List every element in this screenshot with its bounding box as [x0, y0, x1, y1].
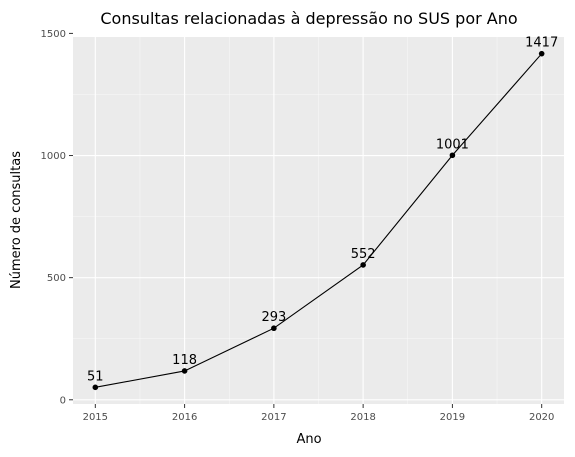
data-label: 1417: [525, 36, 558, 51]
data-labels: 51 118 293 552 1001 1417: [87, 36, 558, 385]
axes: 2015 2016 2017 2018 2019 2020 0 500 1000 1500: [41, 29, 555, 423]
series-layer: [92, 50, 545, 391]
x-tick-label: 2015: [83, 412, 108, 423]
data-label: 293: [261, 310, 286, 325]
data-label: 552: [351, 247, 376, 262]
x-tick-label: 2019: [440, 412, 465, 423]
data-point: [92, 384, 99, 391]
x-tick-label: 2017: [261, 412, 286, 423]
y-tick-label: 0: [60, 395, 66, 406]
y-tick-label: 500: [47, 273, 66, 284]
grid-lines: [73, 32, 564, 404]
data-point: [538, 50, 545, 57]
y-tick-label: 1000: [41, 151, 66, 162]
data-point: [449, 152, 456, 159]
series-line: [95, 53, 543, 388]
data-label: 1001: [436, 137, 469, 152]
x-tick-label: 2020: [529, 412, 554, 423]
y-axis-title: Número de consultas: [9, 151, 24, 289]
y-tick-label: 1500: [41, 29, 66, 40]
data-label: 51: [87, 369, 104, 384]
x-tick-label: 2016: [172, 412, 197, 423]
data-label: 118: [172, 353, 197, 368]
data-point: [360, 262, 366, 268]
data-point: [271, 325, 277, 332]
data-point: [181, 368, 188, 374]
x-tick-label: 2018: [350, 412, 375, 423]
x-axis-title: Ano: [296, 432, 321, 447]
chart-title: Consultas relacionadas à depressão no SU…: [100, 9, 517, 28]
